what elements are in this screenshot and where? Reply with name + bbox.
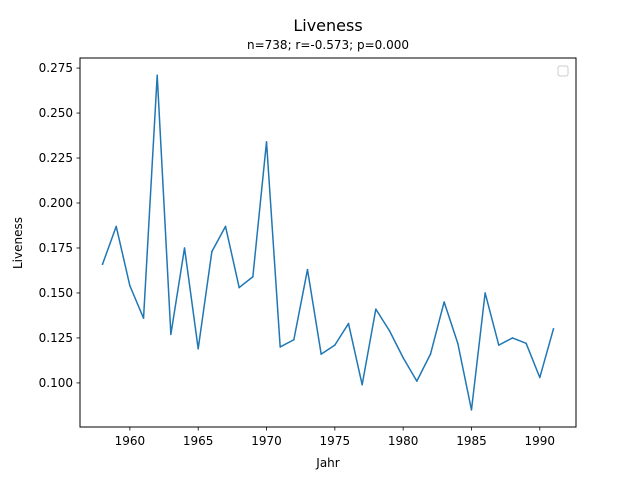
data-point (320, 353, 322, 355)
legend-box (557, 65, 569, 77)
data-points (101, 74, 555, 411)
data-point (101, 263, 104, 265)
x-axis-label: Jahr (315, 456, 339, 470)
data-point (183, 247, 186, 249)
data-point (347, 322, 350, 325)
data-point (265, 141, 268, 143)
x-tick-label: 1985 (456, 434, 487, 448)
y-tick-label: 0.175 (39, 241, 73, 255)
data-point (443, 301, 445, 303)
x-tick-label: 1990 (525, 434, 556, 448)
x-tick-label: 1980 (388, 434, 419, 448)
data-point (375, 308, 377, 310)
y-tick-label: 0.150 (39, 286, 73, 300)
data-point (252, 276, 254, 278)
data-point (156, 74, 158, 77)
data-point (211, 250, 213, 253)
data-point (552, 328, 555, 330)
data-point (511, 337, 514, 339)
data-point (429, 353, 432, 355)
data-point (416, 380, 418, 382)
data-point (334, 344, 336, 346)
y-tick-label: 0.125 (39, 331, 73, 345)
data-point (402, 356, 404, 359)
data-point (457, 342, 459, 345)
y-axis-ticks: 0.100 0.125 0.150 0.175 0.200 0.225 0.250 0.275 (39, 61, 80, 390)
data-point (224, 225, 227, 228)
data-point (361, 383, 363, 386)
x-tick-label: 1970 (251, 434, 282, 448)
data-point (238, 286, 240, 289)
data-point (129, 285, 131, 287)
data-point (539, 376, 541, 379)
y-tick-label: 0.250 (39, 106, 73, 120)
y-axis-label: Liveness (11, 217, 25, 269)
x-tick-label: 1975 (320, 434, 351, 448)
y-tick-label: 0.275 (39, 61, 73, 75)
x-axis-ticks: 1960 1965 1970 1975 1980 1985 1990 (115, 427, 555, 448)
data-point (525, 342, 527, 345)
data-point (498, 344, 500, 346)
data-point (293, 338, 295, 341)
liveness-series-line (101, 74, 555, 411)
data-point (115, 225, 117, 228)
data-point (142, 317, 145, 319)
data-point (470, 409, 473, 411)
data-point (484, 292, 486, 294)
x-tick-label: 1960 (115, 434, 146, 448)
chart-title: Liveness (293, 16, 362, 35)
plot-frame (79, 57, 577, 428)
data-point (197, 347, 199, 350)
data-point (279, 346, 281, 348)
chart-subtitle: n=738; r=-0.573; p=0.000 (247, 38, 409, 52)
y-tick-label: 0.100 (39, 376, 73, 390)
data-point (388, 329, 391, 332)
data-point (306, 268, 309, 271)
y-tick-label: 0.225 (39, 151, 73, 165)
x-tick-label: 1965 (183, 434, 214, 448)
y-tick-label: 0.200 (39, 196, 73, 210)
data-point (170, 333, 172, 336)
